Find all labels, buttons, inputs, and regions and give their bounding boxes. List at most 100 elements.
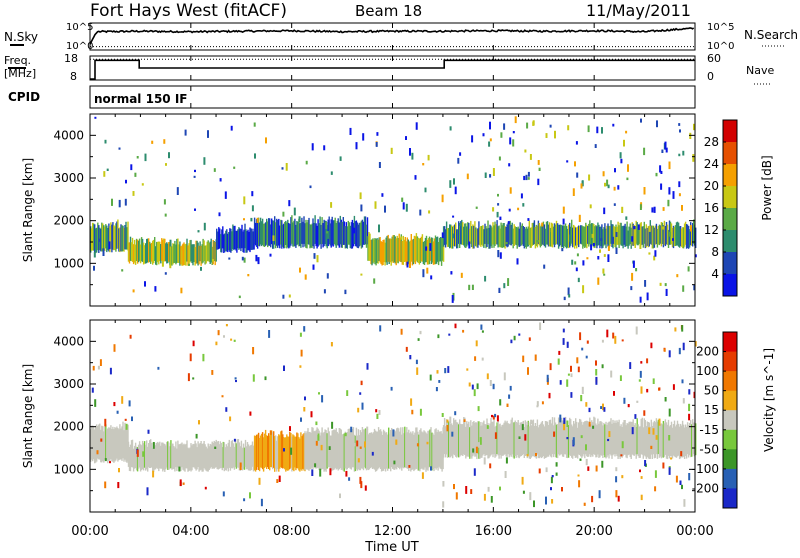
range-time-cell — [443, 226, 446, 245]
range-time-cell — [217, 441, 220, 470]
range-time-cell — [208, 242, 210, 262]
range-time-cell — [121, 426, 123, 461]
range-time-cell — [203, 240, 205, 261]
scatter-cell — [330, 342, 333, 347]
scatter-cell — [350, 426, 353, 433]
range-time-cell — [649, 426, 652, 459]
range-time-cell — [261, 218, 264, 245]
scatter-cell — [639, 370, 642, 378]
range-time-cell — [220, 442, 223, 469]
scatter-cell — [360, 481, 363, 489]
range-time-cell — [269, 218, 271, 246]
range-time-cell — [493, 419, 495, 455]
range-time-cell — [627, 230, 629, 249]
range-time-cell — [687, 226, 690, 249]
scatter-cell — [161, 260, 164, 267]
scatter-cell — [596, 126, 599, 134]
range-time-cell — [215, 439, 217, 468]
scatter-cell — [376, 413, 379, 419]
scatter-cell — [348, 477, 351, 481]
range-time-cell — [152, 240, 154, 265]
scatter-cell — [599, 249, 601, 253]
range-time-cell — [259, 435, 262, 468]
range-time-cell — [176, 448, 178, 472]
scatter-cell — [449, 416, 452, 424]
scatter-cell — [357, 407, 360, 413]
range-time-cell — [166, 441, 168, 468]
scatter-cell — [589, 204, 592, 209]
range-time-cell — [295, 224, 297, 248]
scatter-cell — [549, 124, 552, 128]
range-time-cell — [191, 445, 193, 471]
colorbar-tick-label: 100 — [696, 364, 719, 378]
scatter-cell — [591, 495, 594, 503]
range-time-cell — [652, 422, 655, 455]
range-time-cell — [542, 221, 545, 245]
scatter-cell — [366, 426, 369, 430]
range-time-cell — [691, 424, 693, 457]
scatter-cell — [619, 152, 622, 159]
range-time-cell — [151, 442, 153, 468]
scatter-cell — [176, 187, 179, 195]
range-time-cell — [126, 428, 128, 463]
range-time-cell — [590, 424, 592, 458]
nsearch-label: N.Search — [744, 28, 798, 42]
range-time-cell — [105, 224, 107, 249]
range-time-cell — [229, 228, 231, 252]
range-time-cell — [525, 424, 528, 456]
scatter-cell — [453, 178, 455, 185]
scatter-cell — [638, 379, 641, 382]
range-time-cell — [115, 223, 117, 252]
range-time-cell — [503, 422, 505, 455]
scatter-cell — [283, 448, 285, 452]
range-time-cell — [273, 220, 275, 249]
range-time-cell — [497, 420, 499, 456]
range-time-cell — [504, 420, 506, 455]
y-tick-label: 4000 — [53, 128, 84, 142]
range-time-cell — [542, 424, 545, 456]
scatter-cell — [668, 350, 671, 358]
range-time-cell — [662, 421, 665, 458]
scatter-cell — [441, 232, 444, 238]
scatter-cell — [572, 437, 575, 446]
scatter-cell — [648, 427, 651, 435]
range-time-cell — [333, 220, 335, 245]
scatter-cell — [243, 196, 246, 205]
scatter-cell — [293, 207, 296, 216]
scatter-cell — [524, 149, 527, 153]
range-time-cell — [302, 434, 304, 469]
scatter-cell — [557, 358, 560, 365]
scatter-cell — [505, 457, 508, 464]
x-tick-label: 16:00 — [475, 524, 512, 539]
scatter-cell — [643, 187, 646, 195]
range-time-cell — [538, 223, 541, 246]
range-time-cell — [445, 419, 448, 455]
range-time-cell — [675, 424, 678, 458]
range-time-cell — [396, 428, 398, 470]
range-time-cell — [665, 222, 668, 245]
range-time-cell — [118, 429, 120, 461]
scatter-cell — [679, 129, 681, 133]
range-time-cell — [382, 240, 384, 265]
scatter-cell — [103, 171, 106, 177]
range-time-cell — [415, 427, 417, 469]
scatter-cell — [229, 416, 232, 422]
range-time-cell — [308, 432, 310, 471]
scatter-cell — [626, 177, 629, 181]
scatter-cell — [689, 132, 692, 139]
range-time-cell — [456, 229, 458, 249]
range-time-cell — [472, 422, 474, 457]
scatter-cell — [517, 207, 520, 211]
scatter-cell — [104, 458, 107, 462]
range-time-cell — [390, 238, 392, 266]
scatter-cell — [441, 194, 444, 203]
range-time-cell — [533, 426, 536, 457]
scatter-cell — [243, 218, 245, 221]
scatter-cell — [678, 181, 681, 188]
scatter-cell — [326, 273, 329, 279]
scatter-cell — [179, 479, 182, 486]
range-time-cell — [656, 228, 659, 248]
range-time-cell — [633, 425, 635, 456]
range-time-cell — [526, 228, 529, 247]
scatter-cell — [429, 374, 432, 381]
